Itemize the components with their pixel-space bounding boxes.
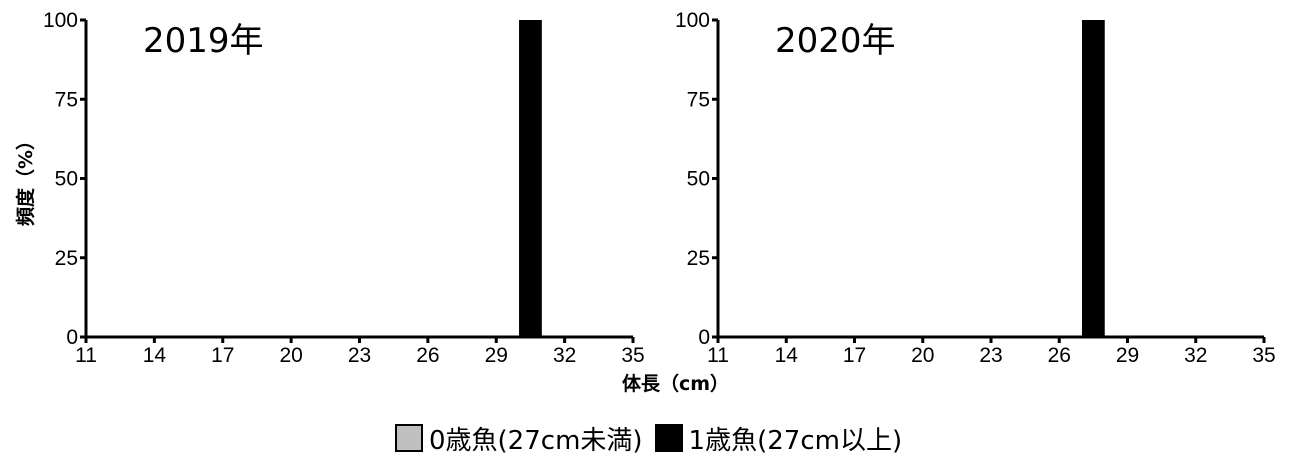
panel-2-title: 2020年: [775, 21, 896, 61]
panel-1-x-tick-label-11: 11: [75, 344, 97, 367]
panel-1-y-tick-label-75: 75: [55, 88, 78, 111]
panel-1-x-tick-label-29: 29: [485, 344, 508, 367]
panel-1-y-tick-label-50: 50: [55, 168, 78, 191]
panel-2-x-axis-label: 体長（cm）: [622, 372, 729, 395]
panel-2-bar-0-0: [1082, 20, 1105, 337]
legend-swatch-age1: [654, 424, 683, 452]
panel-1-x-tick-label-14: 14: [143, 344, 167, 367]
panel-2-x-tick-label-35: 35: [1252, 344, 1275, 367]
panel-2-x-tick-label-26: 26: [1048, 344, 1071, 367]
panel-2-x-tick-label-20: 20: [911, 344, 934, 367]
panel-1-bar-0-0: [519, 20, 542, 337]
panel-2-x-tick-label-14: 14: [775, 344, 799, 367]
panel-1-title: 2019年: [143, 21, 264, 61]
panel-1-y-tick-label-0: 0: [66, 326, 78, 349]
panel-2-x-tick-label-32: 32: [1184, 344, 1207, 367]
panel-1-x-tick-label-23: 23: [348, 344, 371, 367]
panel-1-x-tick-label-35: 35: [621, 344, 644, 367]
panel-1-x-tick-label-20: 20: [279, 344, 302, 367]
legend-label-age1: 1歳魚(27cm以上): [688, 425, 903, 456]
panel-1-x-tick-label-32: 32: [553, 344, 576, 367]
legend-item-age1: 1歳魚(27cm以上): [654, 420, 903, 457]
panel-2-x-tick-label-23: 23: [979, 344, 1002, 367]
legend-label-age0: 0歳魚(27cm未満): [429, 425, 643, 456]
panel-2-y-tick-label-25: 25: [687, 247, 710, 270]
legend-item-age0: 0歳魚(27cm未満): [395, 420, 643, 457]
legend: 0歳魚(27cm未満) 1歳魚(27cm以上): [395, 418, 902, 458]
panel-2-x-tick-label-11: 11: [707, 344, 729, 367]
panel-2-y-tick-label-100: 100: [675, 9, 710, 32]
panel-2-x-tick-label-29: 29: [1116, 344, 1139, 367]
panel-1-x-tick-label-26: 26: [416, 344, 439, 367]
panel-1-y-tick-label-25: 25: [55, 247, 78, 270]
legend-swatch-age0: [395, 424, 423, 452]
panel-2-x-tick-label-17: 17: [843, 344, 866, 367]
panel-1-x-tick-label-17: 17: [211, 344, 234, 367]
panel-2-y-tick-label-50: 50: [687, 168, 710, 191]
panel-1-y-tick-label-100: 100: [43, 9, 78, 32]
panel-1-y-axis-label: 頻度（%）: [14, 131, 37, 226]
panel-2-y-tick-label-0: 0: [698, 326, 710, 349]
panel-2-y-tick-label-75: 75: [687, 88, 710, 111]
